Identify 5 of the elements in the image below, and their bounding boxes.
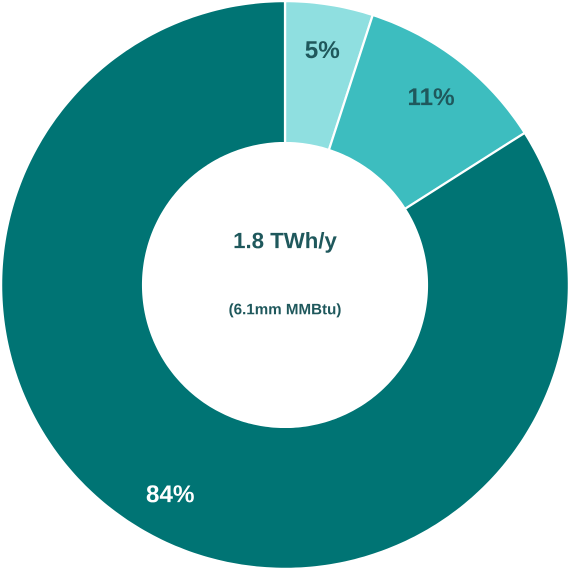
text: 1.8 TWh/y	[234, 232, 337, 253]
text: (6.1mm MMBtu)	[229, 303, 341, 318]
data-label: 5%	[306, 41, 340, 58]
data-label: 11%	[408, 88, 454, 106]
data-label: 84%	[146, 485, 194, 502]
